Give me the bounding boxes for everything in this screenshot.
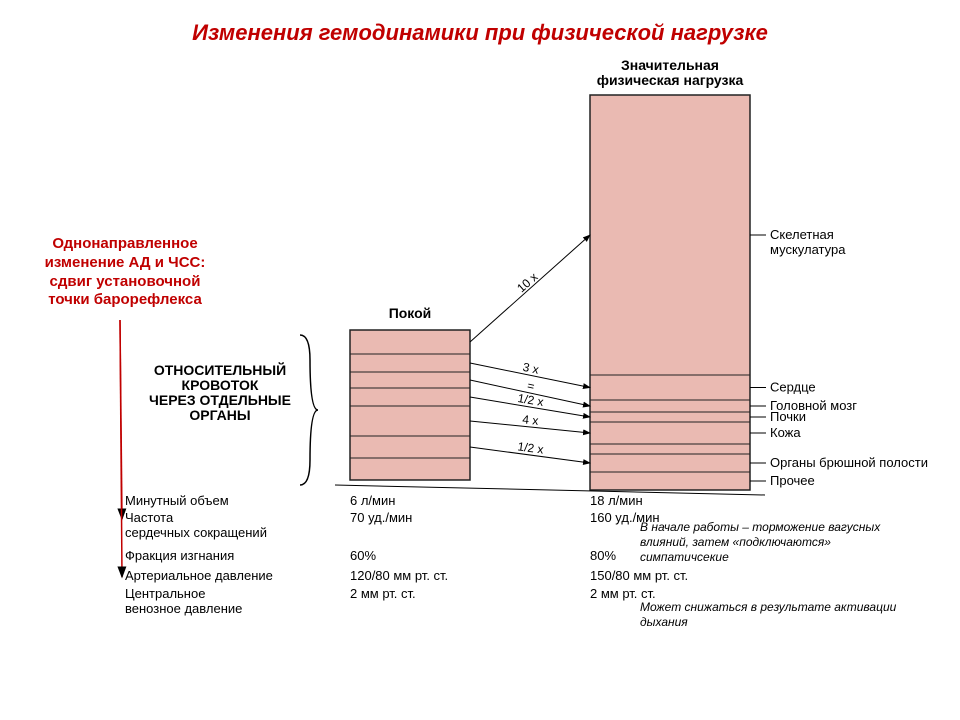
svg-text:венозное давление: венозное давление [125, 601, 242, 616]
svg-text:Минутный объем: Минутный объем [125, 493, 229, 508]
svg-text:Кожа: Кожа [770, 425, 801, 440]
svg-text:Центральное: Центральное [125, 586, 205, 601]
svg-text:2 мм рт. ст.: 2 мм рт. ст. [350, 586, 416, 601]
svg-text:1/2 x: 1/2 x [517, 391, 545, 409]
svg-text:18 л/мин: 18 л/мин [590, 493, 643, 508]
svg-text:КРОВОТОК: КРОВОТОК [182, 377, 259, 393]
svg-text:Скелетная: Скелетная [770, 227, 834, 242]
svg-text:Почки: Почки [770, 409, 806, 424]
svg-text:Покой: Покой [389, 305, 432, 321]
svg-text:120/80 мм рт. ст.: 120/80 мм рт. ст. [350, 568, 448, 583]
svg-text:Значительная: Значительная [621, 57, 719, 73]
svg-text:10 x: 10 x [514, 270, 540, 296]
svg-text:150/80 мм рт. ст.: 150/80 мм рт. ст. [590, 568, 688, 583]
svg-text:Фракция изгнания: Фракция изгнания [125, 548, 234, 563]
svg-text:80%: 80% [590, 548, 616, 563]
svg-text:=: = [526, 379, 536, 394]
svg-text:160 уд./мин: 160 уд./мин [590, 510, 660, 525]
hemodynamics-diagram: Покой Значительнаяфизическая нагрузка ОТНО… [0, 0, 960, 720]
svg-text:Органы брюшной полости: Органы брюшной полости [770, 455, 928, 470]
svg-text:Сердце: Сердце [770, 380, 816, 395]
svg-text:60%: 60% [350, 548, 376, 563]
svg-text:ОРГАНЫ: ОРГАНЫ [189, 407, 250, 423]
svg-text:70 уд./мин: 70 уд./мин [350, 510, 412, 525]
svg-text:4 x: 4 x [522, 412, 539, 428]
svg-text:ОТНОСИТЕЛЬНЫЙ: ОТНОСИТЕЛЬНЫЙ [154, 361, 286, 378]
svg-text:ЧЕРЕЗ ОТДЕЛЬНЫЕ: ЧЕРЕЗ ОТДЕЛЬНЫЕ [149, 392, 291, 408]
svg-text:мускулатура: мускулатура [770, 242, 846, 257]
svg-text:Прочее: Прочее [770, 473, 815, 488]
svg-text:2 мм рт. ст.: 2 мм рт. ст. [590, 586, 656, 601]
svg-text:Артериальное давление: Артериальное давление [125, 568, 273, 583]
svg-text:физическая нагрузка: физическая нагрузка [597, 72, 744, 88]
svg-text:Частота: Частота [125, 510, 174, 525]
svg-text:6 л/мин: 6 л/мин [350, 493, 395, 508]
svg-text:сердечных сокращений: сердечных сокращений [125, 525, 267, 540]
